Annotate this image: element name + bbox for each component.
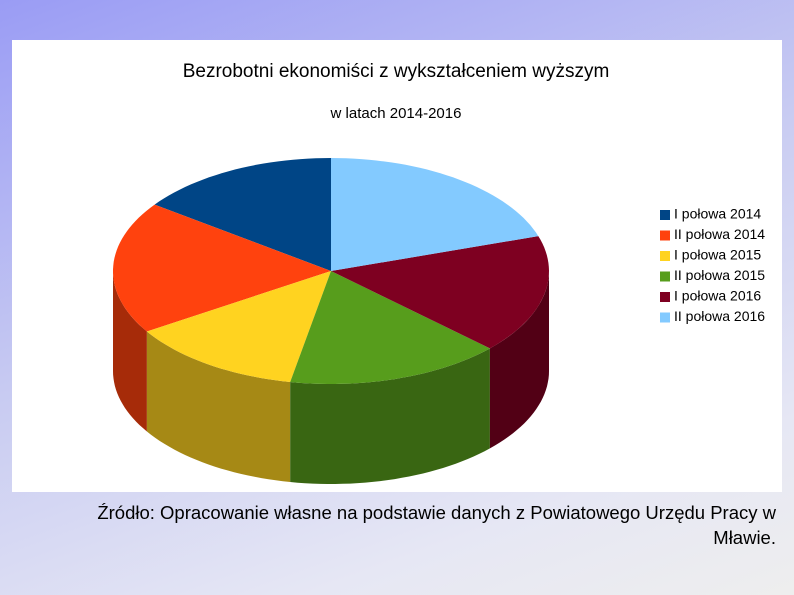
pie-side	[113, 271, 147, 432]
pie-slice	[113, 204, 331, 332]
legend-swatch	[660, 312, 670, 323]
pie-slice	[331, 158, 539, 271]
chart-title: Bezrobotni ekonomiści z wykształceniem w…	[183, 61, 610, 82]
legend-label: II połowa 2016	[674, 308, 765, 324]
chart-panel: Bezrobotni ekonomiści z wykształceniem w…	[12, 40, 782, 492]
chart-subtitle: w latach 2014-2016	[330, 105, 462, 122]
pie-slice	[290, 271, 490, 384]
legend-swatch	[660, 251, 670, 261]
source-note: Źródło: Opracowanie własne na podstawie …	[97, 502, 776, 548]
pie-slice	[331, 236, 549, 349]
legend-swatch	[660, 271, 670, 282]
pie-slice	[146, 271, 331, 382]
pie-side	[290, 348, 490, 484]
legend-label: II połowa 2015	[674, 267, 765, 283]
legend-label: I połowa 2015	[674, 247, 761, 263]
chart: Bezrobotni ekonomiści z wykształceniem w…	[113, 61, 765, 484]
legend-swatch	[660, 230, 670, 241]
legend-label: II połowa 2014	[674, 226, 765, 242]
legend-swatch	[660, 210, 670, 220]
legend-label: I połowa 2014	[674, 206, 761, 222]
legend-swatch	[660, 292, 670, 302]
pie-side	[146, 331, 291, 482]
legend-label: I połowa 2016	[674, 288, 761, 304]
pie-slice	[154, 158, 331, 271]
pie-side	[489, 271, 549, 449]
